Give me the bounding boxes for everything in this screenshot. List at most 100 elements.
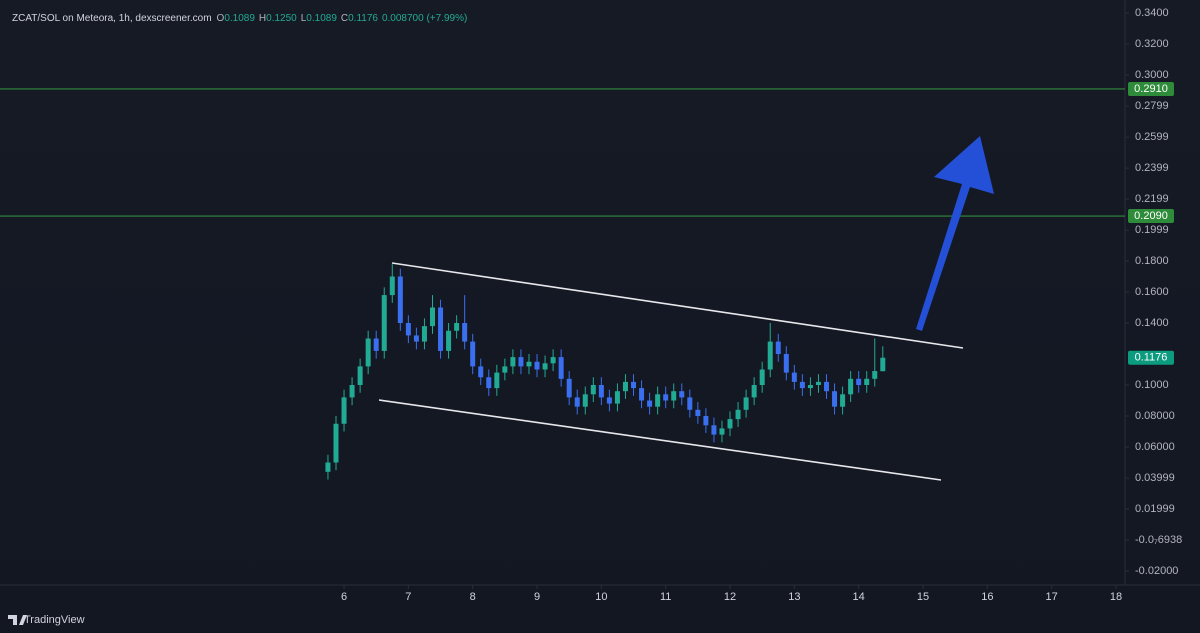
candle-body [606, 397, 612, 404]
x-tick-label: 16 [981, 591, 993, 603]
y-tick-label: 0.3400 [1135, 7, 1169, 19]
x-tick-label: 14 [853, 591, 865, 603]
x-tick-label: 11 [660, 591, 671, 603]
x-tick-label: 10 [595, 591, 607, 603]
y-tick-label: 0.3000 [1135, 69, 1169, 81]
candle-body [735, 409, 741, 420]
price-line-box [1128, 209, 1174, 224]
candle-body [727, 419, 733, 429]
candle-body [840, 394, 846, 407]
candle-body [494, 372, 500, 389]
candle-body [486, 377, 492, 389]
candle-body [622, 381, 628, 392]
candle-body [381, 295, 387, 351]
candle-body [421, 326, 427, 342]
candle-body [815, 381, 821, 386]
candle-body [389, 276, 395, 296]
candle-body [462, 323, 468, 342]
candle-body [365, 338, 371, 367]
candle-body [598, 385, 604, 398]
candle-body [687, 397, 693, 410]
y-tick-label: 0.2199 [1135, 193, 1169, 205]
candle-body [373, 338, 379, 351]
candle-body [848, 378, 854, 395]
candle-body [558, 357, 564, 379]
x-tick-label: 13 [788, 591, 800, 603]
candle-body [614, 391, 620, 404]
y-tick-label: 0.3200 [1135, 38, 1169, 50]
candle-body [671, 391, 677, 401]
candle-body [767, 341, 773, 370]
grid-layer [0, 88, 1125, 217]
y-tick-label: 0.1600 [1135, 286, 1169, 298]
price-line-box [1128, 81, 1174, 96]
candle-body [832, 391, 838, 407]
brand-logo [8, 615, 27, 625]
candle-body [647, 400, 653, 407]
x-tick-label: 18 [1110, 591, 1122, 603]
candle-body [872, 371, 878, 379]
candle-body [550, 357, 556, 364]
candle-body [574, 397, 580, 407]
branding: TradingView [8, 614, 85, 626]
ohlc-label: O [217, 13, 225, 24]
candle-body [349, 385, 355, 398]
y-tick-label: -0.0₇6938 [1135, 534, 1182, 546]
candle-body [856, 378, 862, 386]
candle-body [791, 372, 797, 382]
y-tick-label: 0.2399 [1135, 162, 1169, 174]
candle-body [631, 381, 637, 389]
ohlc-value: 0.1250 [266, 13, 297, 24]
y-tick-label: 0.1800 [1135, 255, 1169, 267]
candle-body [325, 462, 331, 472]
candle-body [719, 428, 725, 435]
candle-body [799, 381, 805, 389]
candle-body [357, 366, 363, 386]
chart-header: ZCAT/SOL on Meteora, 1h, dexscreener.com… [12, 13, 467, 24]
candle-body [429, 307, 435, 327]
axis-layer: 0.3400 0.3200 0.3000 0.2799 0.2599 0.2399 0.21… [341, 7, 1182, 603]
candle-body [582, 394, 588, 407]
lower-trendline [378, 399, 942, 481]
candle-body [397, 276, 403, 324]
candle-body [454, 323, 460, 331]
candle-body [880, 357, 886, 372]
x-tick-label: 8 [470, 591, 476, 603]
y-tick-label: -0.02000 [1135, 565, 1178, 577]
last-price-box [1128, 350, 1174, 365]
x-tick-label: 17 [1046, 591, 1058, 603]
y-tick-label: 0.06000 [1135, 441, 1175, 453]
y-tick-label: 0.03999 [1135, 472, 1175, 484]
breakout-arrow [916, 136, 994, 331]
candle-body [446, 330, 452, 351]
x-tick-label: 6 [341, 591, 347, 603]
candle-body [590, 385, 596, 395]
candle-body [526, 361, 532, 367]
candle-body [470, 341, 476, 367]
candle-body [783, 354, 789, 373]
candle-body [775, 341, 781, 355]
y-tick-label: 0.1400 [1135, 317, 1169, 329]
candle-body [542, 363, 548, 370]
x-tick-label: 12 [724, 591, 736, 603]
candle-body [711, 425, 717, 435]
ohlc-value: 0.1176 [348, 13, 378, 24]
last-price-label: 0.1176 [1135, 352, 1168, 364]
candle-body [333, 423, 339, 463]
y-tick-label: 0.01999 [1135, 503, 1175, 515]
candle-body [510, 357, 516, 367]
candle-body [566, 378, 572, 398]
candle-body [703, 416, 709, 426]
ohlc-label: L [301, 13, 307, 24]
ohlc-label: H [259, 13, 266, 24]
candle-body [864, 378, 870, 386]
candle-body [655, 394, 661, 407]
candle-body [518, 357, 524, 367]
candle-body [824, 381, 830, 392]
x-tick-label: 15 [917, 591, 929, 603]
y-tick-label: 0.2799 [1135, 100, 1169, 112]
candle-body [639, 388, 645, 401]
candle-body [751, 385, 757, 398]
